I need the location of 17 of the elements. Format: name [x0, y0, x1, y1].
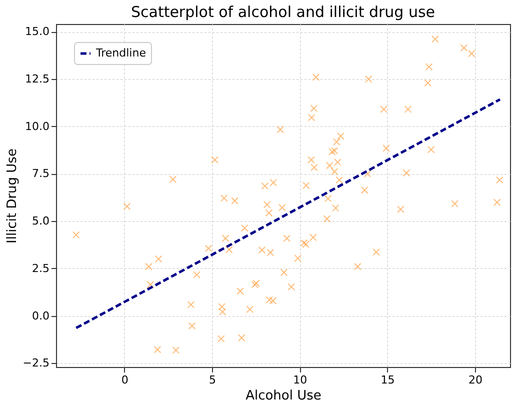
y-tick-label: 15.0: [25, 25, 50, 38]
y-tick-label: −2.5: [22, 356, 50, 370]
x-tick-label: 15: [380, 374, 395, 386]
y-tick-label: 10.0: [25, 120, 50, 133]
y-tick-label: 12.5: [25, 72, 50, 86]
y-tick-label: 2.5: [32, 262, 50, 275]
x-tick-label: 20: [468, 374, 482, 386]
y-axis-title: Illicit Drug Use: [4, 148, 20, 244]
x-tick-label: 0: [121, 374, 128, 386]
chart-title: Scatterplot of alcohol and illicit drug use: [130, 3, 436, 21]
y-tick-label: 5.0: [32, 214, 50, 228]
x-tick-label: 10: [293, 374, 308, 386]
x-axis-title: Alcohol Use: [246, 388, 322, 404]
y-tick-label: 0.0: [32, 309, 50, 322]
legend-label: Trendline: [95, 46, 146, 60]
y-tick-label: 7.5: [32, 167, 50, 180]
x-tick-label: 5: [209, 374, 216, 386]
